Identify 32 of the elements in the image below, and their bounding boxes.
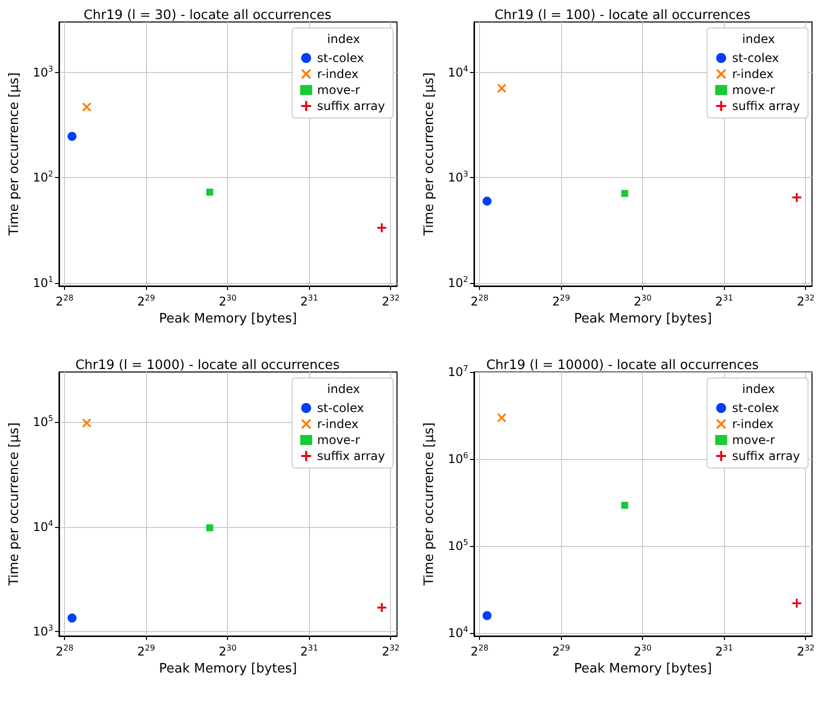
legend-label: r-index bbox=[317, 417, 358, 431]
chart-title: Chr19 (l = 30) - locate all occurrences bbox=[84, 8, 332, 23]
legend-title: index bbox=[327, 382, 360, 396]
y-axis-title: Time per occurrence [μs] bbox=[7, 422, 22, 587]
y-axis-title: Time per occurrence [μs] bbox=[422, 72, 437, 237]
legend-label: st-colex bbox=[732, 401, 780, 415]
x-axis-title: Peak Memory [bytes] bbox=[574, 311, 712, 326]
legend-title: index bbox=[327, 32, 360, 46]
legend-label: r-index bbox=[317, 67, 358, 81]
x-axis-title: Peak Memory [bytes] bbox=[159, 311, 297, 326]
legend-label: st-colex bbox=[732, 51, 780, 65]
y-axis-title: Time per occurrence [μs] bbox=[7, 72, 22, 237]
legend-label: move-r bbox=[317, 83, 360, 97]
legend-title: index bbox=[742, 32, 776, 46]
x-axis-title: Peak Memory [bytes] bbox=[159, 661, 297, 676]
x-axis-title: Peak Memory [bytes] bbox=[574, 661, 712, 676]
chart-title: Chr19 (l = 1000) - locate all occurrences bbox=[75, 358, 340, 373]
y-axis-title: Time per occurrence [μs] bbox=[422, 422, 437, 587]
legend-label: move-r bbox=[317, 433, 360, 447]
legend-label: suffix array bbox=[732, 449, 800, 463]
legend-label: suffix array bbox=[732, 99, 800, 113]
legend-title: index bbox=[742, 382, 776, 396]
legend-label: st-colex bbox=[317, 51, 364, 65]
legend-label: suffix array bbox=[317, 99, 386, 113]
legend-label: suffix array bbox=[317, 449, 386, 463]
chart-title: Chr19 (l = 10000) - locate all occurrences bbox=[486, 358, 760, 373]
legend-label: st-colex bbox=[317, 401, 364, 415]
legend-label: move-r bbox=[732, 433, 776, 447]
legend-label: r-index bbox=[732, 67, 774, 81]
chart-title: Chr19 (l = 100) - locate all occurrences bbox=[494, 8, 751, 23]
legend-label: r-index bbox=[732, 417, 774, 431]
legend-label: move-r bbox=[732, 83, 776, 97]
